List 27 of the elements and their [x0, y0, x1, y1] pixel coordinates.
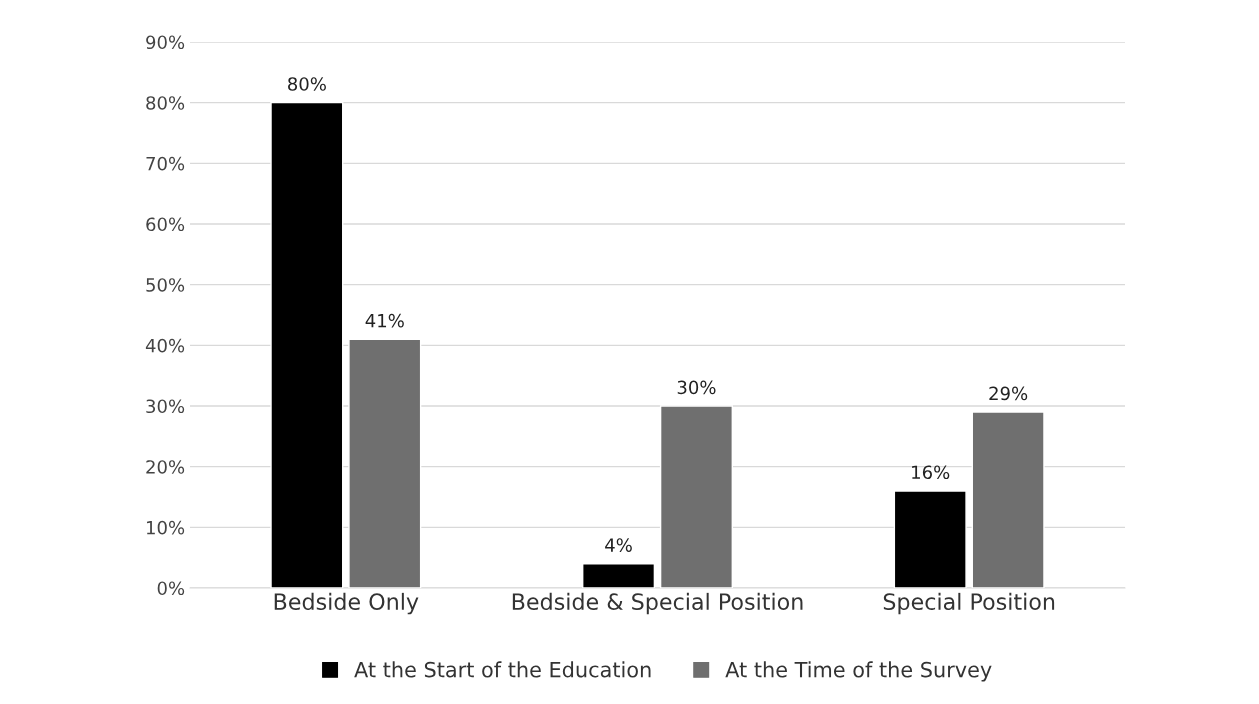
y-tick-label: 10%: [146, 520, 185, 535]
legend-label: At the Time of the Survey: [725, 661, 992, 682]
x-tick-label: Special Position: [883, 592, 1055, 615]
bar: [348, 338, 422, 588]
y-tick-label: 70%: [146, 156, 185, 171]
data-label: 4%: [605, 538, 632, 552]
y-tick-label: 50%: [146, 278, 185, 292]
y-tick-label: 40%: [145, 338, 185, 353]
y-tick-label: 20%: [146, 460, 185, 474]
data-label: 16%: [912, 465, 950, 480]
y-tick-label: 0%: [157, 581, 185, 596]
data-label: 30%: [677, 380, 716, 395]
y-tick-label: 30%: [146, 399, 185, 414]
x-tick-label: Bedside Only: [274, 592, 419, 615]
data-label: 29%: [989, 386, 1028, 401]
y-tick-label: 60%: [146, 217, 185, 232]
y-tick-label: 80%: [146, 96, 185, 110]
bar: [270, 101, 344, 588]
bar: [893, 490, 967, 588]
bar: [659, 405, 733, 588]
x-tick-label: Bedside & Special Position: [512, 592, 803, 615]
y-tick-label: 90%: [146, 35, 185, 50]
data-label: 80%: [288, 77, 326, 91]
legend-label: At the Start of the Education: [354, 661, 651, 678]
bar: [971, 411, 1045, 588]
bar: [582, 563, 656, 588]
data-label: 41%: [365, 313, 404, 328]
